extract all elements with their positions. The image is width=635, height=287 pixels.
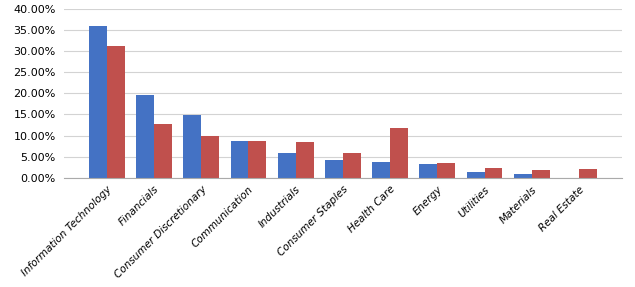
Bar <box>154 124 172 178</box>
Bar <box>531 170 550 178</box>
Bar <box>579 169 597 178</box>
Bar <box>296 142 314 178</box>
Bar <box>201 136 219 178</box>
Bar <box>419 164 438 178</box>
Bar <box>390 127 408 178</box>
Bar <box>231 141 248 178</box>
Bar <box>325 160 343 178</box>
Bar <box>136 94 154 178</box>
Bar <box>89 26 107 178</box>
Bar <box>485 168 502 178</box>
Bar <box>438 163 455 178</box>
Bar <box>467 172 485 178</box>
Bar <box>514 174 531 178</box>
Bar <box>248 141 267 178</box>
Bar <box>107 46 125 178</box>
Bar <box>343 153 361 178</box>
Bar <box>184 115 201 178</box>
Bar <box>372 162 390 178</box>
Bar <box>277 153 296 178</box>
